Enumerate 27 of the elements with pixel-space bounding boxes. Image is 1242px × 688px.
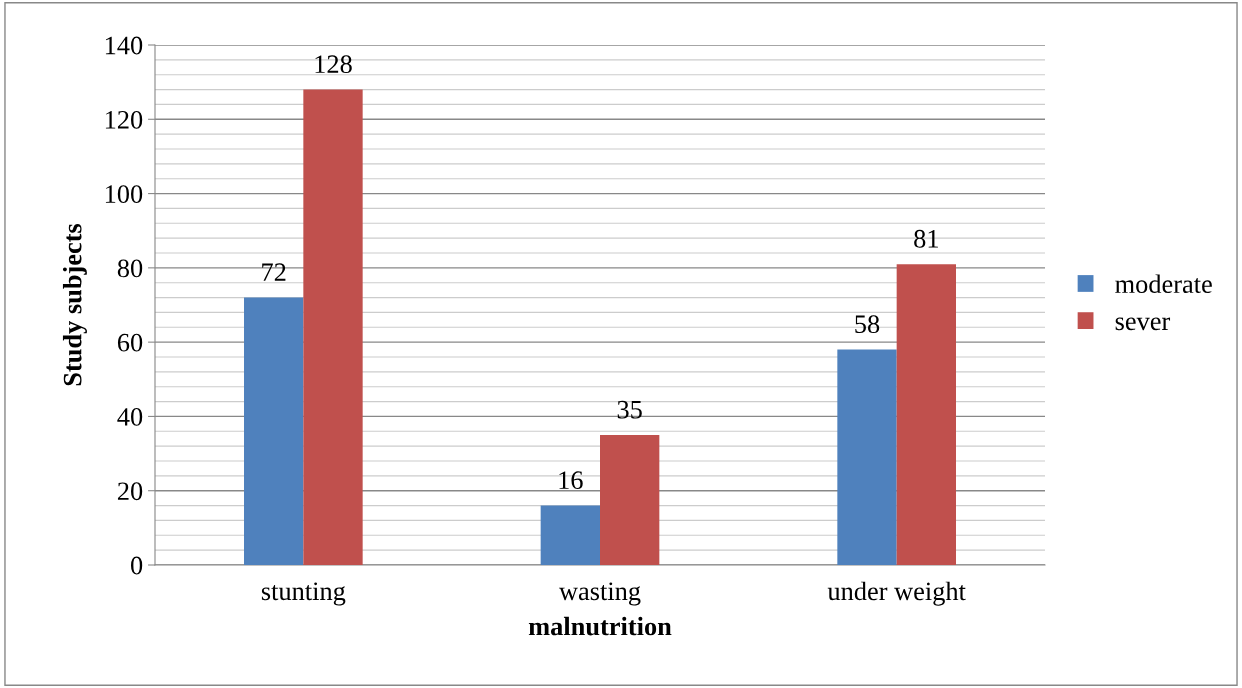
x-tick-label: wasting [558, 582, 641, 606]
y-tick-label: 120 [105, 110, 143, 129]
data-label: 81 [914, 229, 938, 248]
data-label: 16 [559, 471, 583, 490]
y-tick-label: 40 [117, 408, 143, 426]
bar [896, 264, 956, 565]
bar [837, 349, 897, 565]
y-tick-label: 140 [105, 36, 143, 55]
y-tick-label: 0 [131, 556, 143, 575]
data-label: 72 [262, 263, 286, 281]
y-tick-label: 20 [117, 482, 143, 501]
data-label: 58 [855, 315, 880, 334]
x-axis-title: malnutrition [528, 616, 672, 636]
y-tick-label: 100 [105, 185, 143, 203]
y-axis-title: Study subjects [62, 223, 87, 386]
y-tick-label: 80 [117, 259, 143, 278]
bar [540, 505, 600, 565]
bar [303, 89, 363, 565]
bar [600, 435, 660, 565]
x-tick-label: stunting [261, 582, 346, 606]
legend-label: moderate [1115, 274, 1212, 294]
x-tick-label: under weight [827, 581, 966, 606]
legend-label: sever [1115, 317, 1171, 331]
bar [244, 297, 304, 565]
y-tick-label: 60 [117, 333, 143, 352]
data-label: 128 [315, 55, 352, 74]
data-label: 35 [617, 400, 642, 419]
